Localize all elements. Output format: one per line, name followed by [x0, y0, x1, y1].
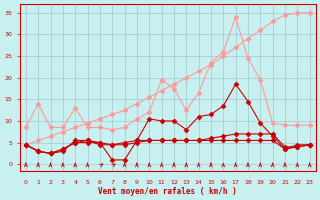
X-axis label: Vent moyen/en rafales ( km/h ): Vent moyen/en rafales ( km/h ) — [98, 187, 237, 196]
